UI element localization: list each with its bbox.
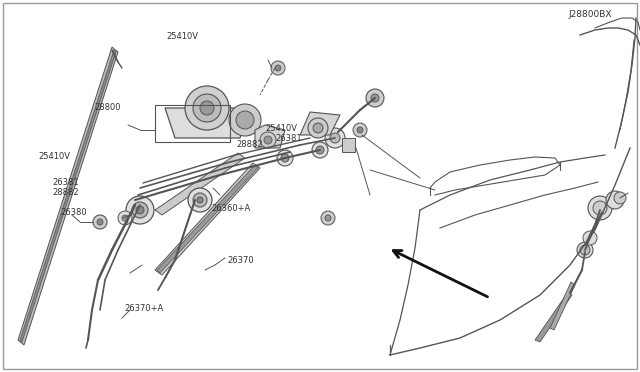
- Circle shape: [366, 89, 384, 107]
- Circle shape: [193, 94, 221, 122]
- Polygon shape: [535, 292, 572, 342]
- Text: J28800BX: J28800BX: [568, 10, 612, 19]
- Circle shape: [122, 215, 128, 221]
- Circle shape: [606, 191, 624, 209]
- Circle shape: [271, 61, 285, 75]
- Circle shape: [353, 123, 367, 137]
- Circle shape: [200, 101, 214, 115]
- Text: 25410V: 25410V: [38, 153, 70, 161]
- Circle shape: [185, 86, 229, 130]
- Circle shape: [316, 146, 324, 154]
- Polygon shape: [300, 112, 340, 135]
- Text: 26381: 26381: [275, 134, 302, 143]
- Circle shape: [330, 133, 340, 143]
- Circle shape: [281, 154, 289, 162]
- Circle shape: [275, 65, 281, 71]
- Circle shape: [325, 128, 345, 148]
- Circle shape: [308, 118, 328, 138]
- Text: 25410V: 25410V: [266, 124, 298, 133]
- Circle shape: [236, 111, 254, 129]
- Circle shape: [132, 202, 148, 218]
- Polygon shape: [157, 165, 258, 273]
- Text: 26370: 26370: [227, 256, 254, 265]
- Circle shape: [118, 211, 132, 225]
- Circle shape: [580, 245, 590, 255]
- Text: 25410V: 25410V: [166, 32, 198, 41]
- Circle shape: [583, 231, 597, 245]
- Circle shape: [277, 150, 293, 166]
- Polygon shape: [155, 163, 260, 275]
- Text: 28882: 28882: [52, 188, 79, 197]
- Polygon shape: [20, 50, 116, 342]
- Circle shape: [193, 193, 207, 207]
- Polygon shape: [155, 153, 245, 215]
- Text: 28800: 28800: [95, 103, 121, 112]
- Text: 26381: 26381: [52, 178, 79, 187]
- Circle shape: [588, 196, 612, 220]
- Circle shape: [614, 192, 626, 204]
- Polygon shape: [342, 138, 355, 152]
- Polygon shape: [255, 125, 285, 148]
- Circle shape: [371, 94, 379, 102]
- Circle shape: [136, 206, 144, 214]
- Circle shape: [197, 197, 203, 203]
- Circle shape: [321, 211, 335, 225]
- Circle shape: [93, 215, 107, 229]
- Circle shape: [313, 123, 323, 133]
- Text: 26360+A: 26360+A: [211, 204, 250, 213]
- Text: 26370+A: 26370+A: [125, 304, 164, 313]
- Polygon shape: [165, 108, 250, 138]
- Circle shape: [264, 136, 272, 144]
- Circle shape: [357, 127, 363, 133]
- Polygon shape: [550, 282, 575, 330]
- Circle shape: [260, 132, 276, 148]
- Circle shape: [312, 142, 328, 158]
- Circle shape: [229, 104, 261, 136]
- Text: 26380: 26380: [61, 208, 88, 217]
- Circle shape: [188, 188, 212, 212]
- Polygon shape: [18, 47, 118, 345]
- Circle shape: [577, 242, 593, 258]
- Circle shape: [593, 201, 607, 215]
- Circle shape: [325, 215, 331, 221]
- Circle shape: [97, 219, 103, 225]
- Text: 28882: 28882: [237, 140, 264, 149]
- Circle shape: [126, 196, 154, 224]
